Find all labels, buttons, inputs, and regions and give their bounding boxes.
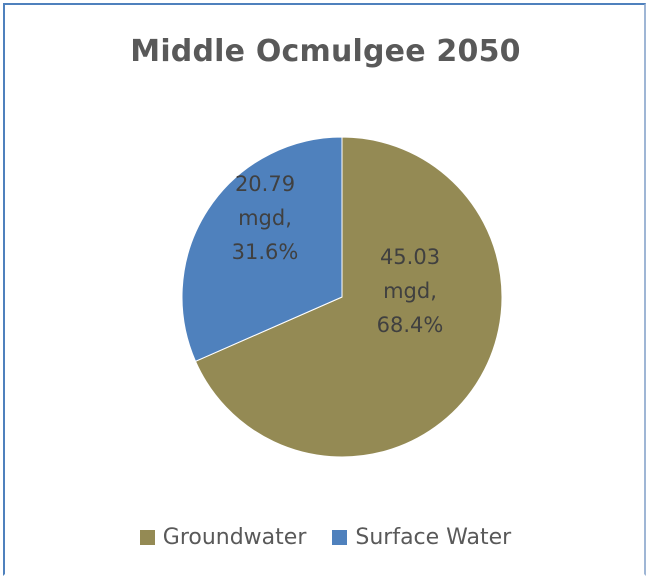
data-label-groundwater: 45.03 mgd, 68.4% (377, 245, 444, 337)
legend-item-surface-water: Surface Water (332, 525, 511, 550)
legend-label-groundwater: Groundwater (162, 525, 307, 550)
chart-legend: Groundwater Surface Water (0, 525, 651, 550)
legend-swatch-groundwater (139, 530, 155, 545)
chart-title: Middle Ocmulgee 2050 (130, 34, 521, 69)
legend-item-groundwater: Groundwater (139, 525, 307, 550)
legend-label-surface-water: Surface Water (355, 525, 512, 550)
legend-swatch-surface-water (332, 530, 348, 545)
pie-slice-surface-water (181, 136, 343, 362)
pie-slice-groundwater (194, 136, 503, 458)
data-label-surface-water: 20.79 mgd, 31.6% (232, 172, 299, 264)
